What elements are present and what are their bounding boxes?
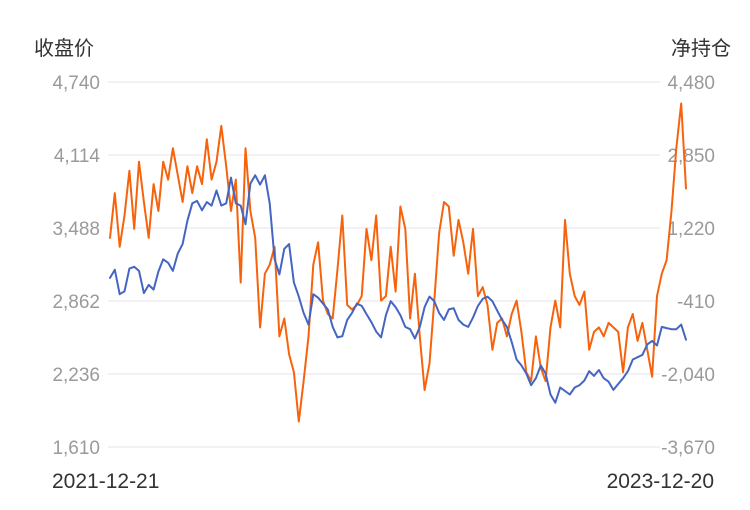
left-tick-label: 1,610 [52,438,100,459]
right-axis-ticks: 4,480 2,850 1,220 -410 -2,040 -3,670 [661,73,715,459]
left-tick-label: 4,740 [52,73,100,94]
series-lines [109,102,687,423]
right-tick-label: -410 [677,292,715,313]
gridlines [108,81,660,448]
right-tick-label: 4,480 [667,73,715,94]
x-start-label: 2021-12-21 [52,470,159,493]
right-tick-label: -2,040 [661,365,715,386]
x-end-label: 2023-12-20 [607,470,714,493]
left-tick-label: 2,236 [52,365,100,386]
right-tick-label: 1,220 [667,219,715,240]
left-tick-label: 3,488 [52,219,100,240]
left-axis-ticks: 4,740 4,114 3,488 2,862 2,236 1,610 [52,73,100,459]
close-price-line [109,174,687,404]
left-tick-label: 4,114 [54,146,101,167]
right-tick-label: 2,850 [667,146,715,167]
left-axis-title: 收盘价 [34,36,94,60]
net-position-line [109,102,687,423]
right-axis-title: 净持仓 [671,36,731,60]
right-tick-label: -3,670 [661,438,715,459]
left-tick-label: 2,862 [52,292,100,313]
